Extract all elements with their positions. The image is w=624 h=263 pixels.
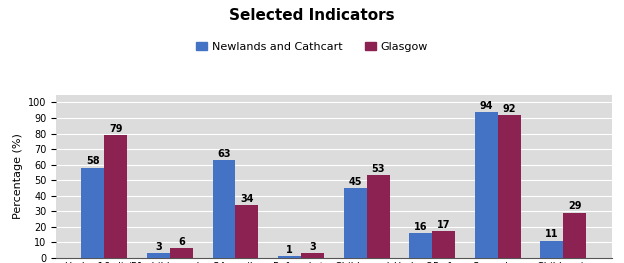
Bar bbox=[344, 188, 367, 258]
Bar bbox=[104, 135, 127, 258]
Text: 17: 17 bbox=[437, 220, 451, 230]
Bar bbox=[213, 160, 235, 258]
Bar bbox=[409, 233, 432, 258]
Bar bbox=[367, 175, 389, 258]
Text: 92: 92 bbox=[502, 104, 516, 114]
Text: Selected Indicators: Selected Indicators bbox=[229, 8, 395, 23]
Text: 53: 53 bbox=[371, 164, 385, 174]
Text: 11: 11 bbox=[545, 229, 558, 239]
Text: 45: 45 bbox=[348, 177, 362, 187]
Text: 3: 3 bbox=[155, 242, 162, 252]
Bar bbox=[147, 253, 170, 258]
Bar bbox=[498, 115, 520, 258]
Text: 34: 34 bbox=[240, 194, 254, 204]
Text: 63: 63 bbox=[217, 149, 231, 159]
Text: 94: 94 bbox=[479, 100, 493, 110]
Bar bbox=[170, 249, 193, 258]
Text: 1: 1 bbox=[286, 245, 293, 255]
Bar bbox=[81, 168, 104, 258]
Bar bbox=[432, 231, 455, 258]
Bar bbox=[475, 112, 498, 258]
Y-axis label: Percentage (%): Percentage (%) bbox=[12, 133, 22, 219]
Bar bbox=[278, 256, 301, 258]
Bar bbox=[563, 213, 587, 258]
Bar bbox=[235, 205, 258, 258]
Text: 3: 3 bbox=[309, 242, 316, 252]
Text: 6: 6 bbox=[178, 237, 185, 247]
Legend: Newlands and Cathcart, Glasgow: Newlands and Cathcart, Glasgow bbox=[192, 37, 432, 56]
Text: 16: 16 bbox=[414, 222, 427, 232]
Text: 29: 29 bbox=[568, 201, 582, 211]
Bar bbox=[301, 253, 324, 258]
Text: 79: 79 bbox=[109, 124, 122, 134]
Text: 58: 58 bbox=[86, 156, 100, 166]
Bar bbox=[540, 241, 563, 258]
